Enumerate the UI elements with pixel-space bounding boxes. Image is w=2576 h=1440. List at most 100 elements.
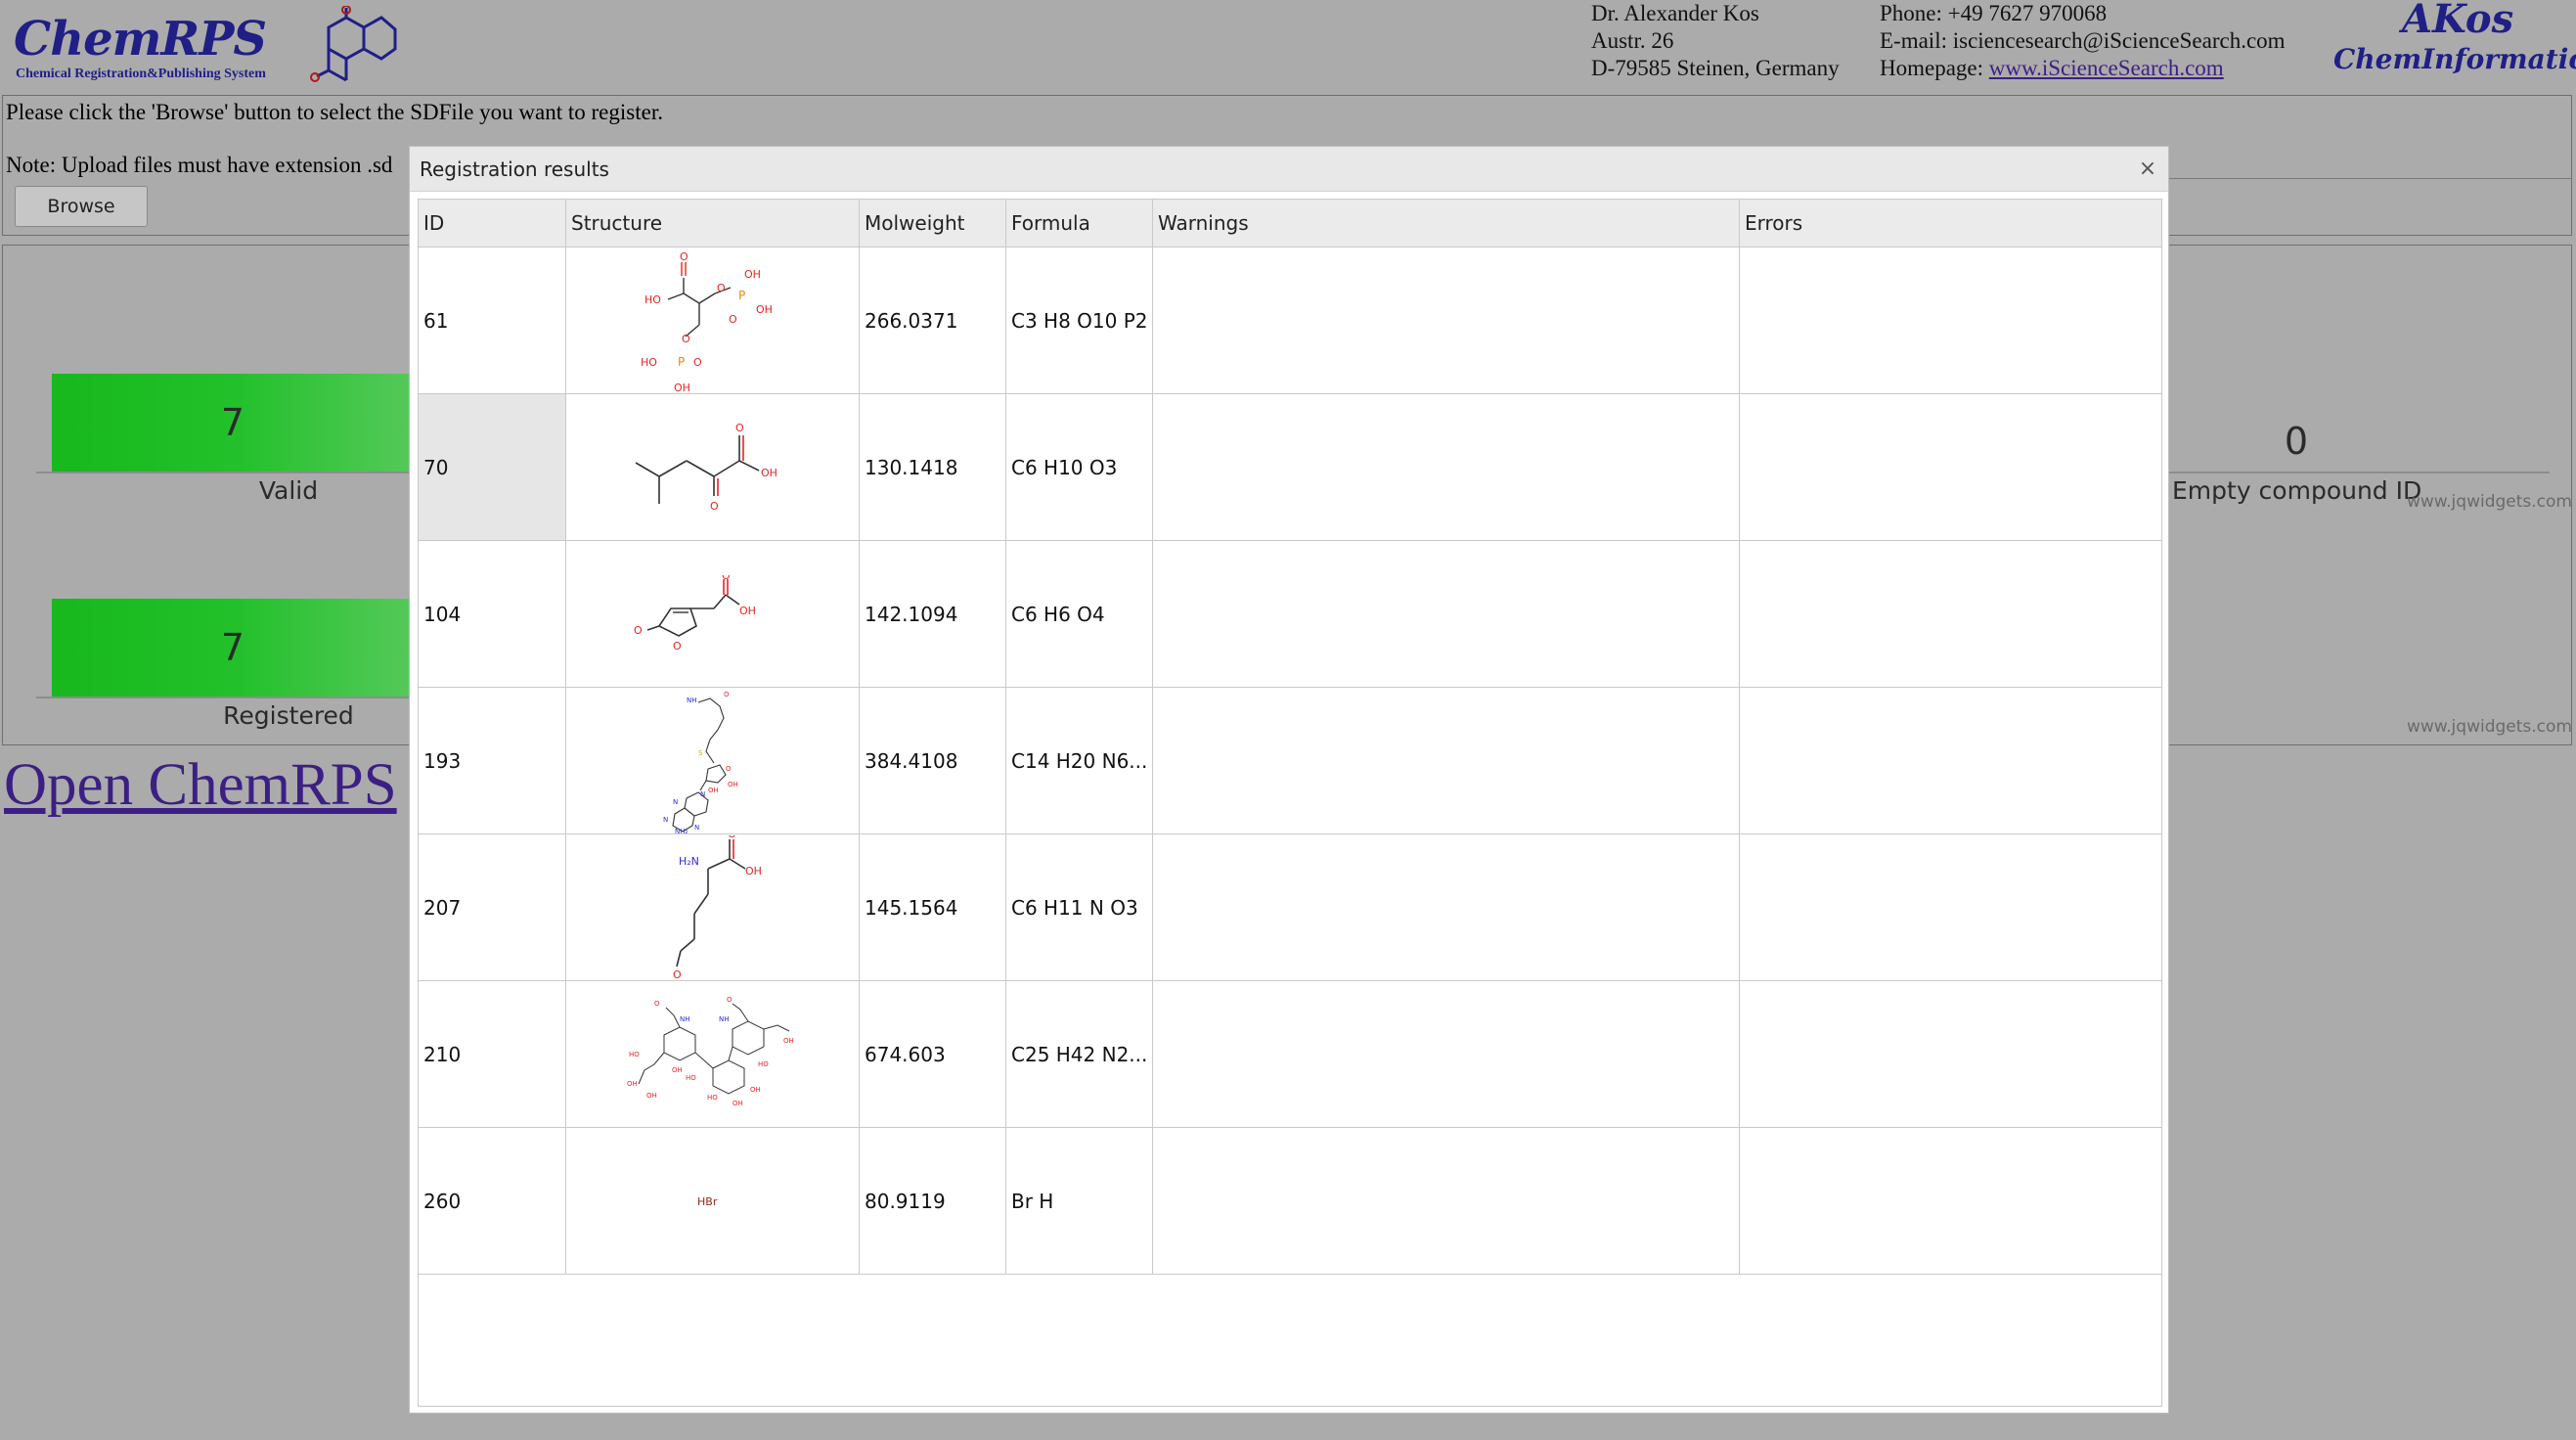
svg-text:NH₂: NH₂ [675, 828, 688, 833]
registration-results-dialog: Registration results × ID Structure Molw… [409, 146, 2169, 1414]
svg-text:O: O [710, 500, 719, 513]
structure-193-nucleoside-icon: O NH S O OH OH N N N N NH₂ [663, 691, 738, 833]
cell-warnings[interactable] [1153, 248, 1740, 393]
cell-formula[interactable]: Br H [1006, 1128, 1153, 1274]
cell-molweight[interactable]: 266.0371 [860, 248, 1006, 393]
cell-formula[interactable]: C25 H42 N2... [1006, 981, 1153, 1127]
cell-formula[interactable]: C6 H6 O4 [1006, 541, 1153, 687]
svg-text:O: O [673, 640, 682, 652]
structure-cell[interactable]: O NH S O OH OH N N N N NH₂ [566, 688, 860, 833]
contact-address: Dr. Alexander Kos Austr. 26 D-79585 Stei… [1591, 0, 1840, 82]
svg-text:HO: HO [707, 1094, 718, 1102]
page-header: ChemRPS Chemical Registration&Publishing… [0, 0, 2576, 94]
cell-warnings[interactable] [1153, 981, 1740, 1127]
svg-text:N: N [694, 824, 699, 832]
cell-id[interactable]: 61 [419, 248, 566, 393]
contact-street: Austr. 26 [1591, 28, 1674, 53]
cell-formula[interactable]: C14 H20 N6... [1006, 688, 1153, 833]
cell-formula[interactable]: C6 H10 O3 [1006, 394, 1153, 540]
table-row[interactable]: 61 O HO O OH O OH O HO O OH [419, 248, 2161, 394]
svg-text:OH: OH [728, 781, 738, 788]
cell-errors[interactable] [1740, 688, 2161, 833]
svg-text:N: N [663, 816, 668, 824]
cell-molweight[interactable]: 142.1094 [860, 541, 1006, 687]
registered-label: Registered [223, 701, 354, 730]
column-header-errors[interactable]: Errors [1745, 211, 1803, 235]
svg-text:N: N [700, 790, 705, 798]
table-row[interactable]: 260 HBr 80.9119 Br H [419, 1128, 2161, 1275]
cell-warnings[interactable] [1153, 394, 1740, 540]
browse-button[interactable]: Browse [15, 186, 148, 227]
homepage-link[interactable]: www.iScienceSearch.com [1988, 56, 2224, 80]
column-header-molweight[interactable]: Molweight [860, 200, 1006, 247]
svg-text:OH: OH [672, 1066, 683, 1074]
svg-text:P: P [678, 355, 685, 369]
svg-text:NH: NH [687, 697, 697, 704]
svg-text:O: O [724, 691, 730, 698]
cell-errors[interactable] [1740, 834, 2161, 980]
cell-molweight[interactable]: 384.4108 [860, 688, 1006, 833]
table-row[interactable]: 210 O O HO OH OH HO HO OH OH OH [419, 981, 2161, 1128]
svg-text:O: O [654, 1000, 660, 1008]
table-row[interactable]: 193 O NH S O OH OH N N N N NH₂ [419, 688, 2161, 834]
column-header-formula[interactable]: Formula [1006, 200, 1153, 247]
dialog-header[interactable]: Registration results × [410, 147, 2168, 192]
table-row[interactable]: 104 O O O OH 142.1094 C6 H6 O4 [419, 541, 2161, 688]
svg-text:O: O [735, 422, 744, 434]
cell-formula[interactable]: C6 H11 N O3 [1006, 834, 1153, 980]
structure-cell[interactable]: HBr [566, 1128, 860, 1274]
column-header-warnings[interactable]: Warnings [1153, 200, 1740, 247]
open-chemrps-link[interactable]: Open ChemRPS [4, 752, 397, 818]
cell-id[interactable]: 70 [419, 394, 566, 540]
contact-homepage: Homepage: www.iScienceSearch.com [1880, 55, 2286, 82]
cell-warnings[interactable] [1153, 541, 1740, 687]
cell-id[interactable]: 210 [419, 981, 566, 1127]
cell-warnings[interactable] [1153, 834, 1740, 980]
cell-errors[interactable] [1740, 981, 2161, 1127]
cell-warnings[interactable] [1153, 1128, 1740, 1274]
structure-104-furanone-acetic-acid-icon: O O O OH [634, 575, 756, 652]
svg-text:O: O [727, 996, 733, 1004]
watermark-top[interactable]: www.jqwidgets.com [2407, 492, 2572, 512]
cell-id[interactable]: 207 [419, 834, 566, 980]
watermark-bottom[interactable]: www.jqwidgets.com [2407, 717, 2572, 737]
cell-formula[interactable]: C3 H8 O10 P2 [1006, 248, 1153, 393]
column-header-id[interactable]: ID [419, 200, 566, 247]
contact-city: D-79585 Steinen, Germany [1591, 56, 1840, 80]
logo-subtitle: Chemical Registration&Publishing System [16, 67, 266, 81]
brand-bottom-text: ChemInformatics [2333, 43, 2576, 75]
svg-text:O: O [673, 968, 682, 980]
structure-cell[interactable]: O O HO OH OH HO HO OH OH OH HO OH NH NH [566, 981, 860, 1127]
cell-warnings[interactable] [1153, 688, 1740, 833]
upload-panel: Please click the 'Browse' button to sele… [2, 95, 2572, 236]
structure-cell[interactable]: O O OH [566, 394, 860, 540]
svg-text:O: O [680, 250, 688, 263]
svg-text:O: O [682, 333, 690, 345]
close-icon[interactable]: × [2138, 157, 2157, 181]
cell-id[interactable]: 260 [419, 1128, 566, 1274]
svg-text:H₂N: H₂N [679, 855, 699, 868]
cell-errors[interactable] [1740, 1128, 2161, 1274]
empty-id-baseline [2168, 472, 2550, 473]
cell-molweight[interactable]: 130.1418 [860, 394, 1006, 540]
table-row[interactable]: 70 O O OH 130.1418 C6 H10 O3 [419, 394, 2161, 541]
cell-molweight[interactable]: 145.1564 [860, 834, 1006, 980]
cell-errors[interactable] [1740, 541, 2161, 687]
cell-molweight[interactable]: 674.603 [860, 981, 1006, 1127]
cell-id[interactable]: 104 [419, 541, 566, 687]
akos-cheminformatics-logo: AKos ChemInformatics [2333, 0, 2576, 88]
svg-text:OH: OH [708, 787, 719, 794]
structure-cell[interactable]: O O O OH [566, 541, 860, 687]
column-header-structure[interactable]: Structure [566, 200, 860, 247]
cell-id[interactable]: 193 [419, 688, 566, 833]
cell-molweight[interactable]: 80.9119 [860, 1128, 1006, 1274]
cell-errors[interactable] [1740, 394, 2161, 540]
structure-cell[interactable]: H₂N O OH O [566, 834, 860, 980]
cell-errors[interactable] [1740, 248, 2161, 393]
svg-text:O: O [634, 624, 643, 637]
contact-communication: Phone: +49 7627 970068 E-mail: isciences… [1880, 0, 2286, 82]
